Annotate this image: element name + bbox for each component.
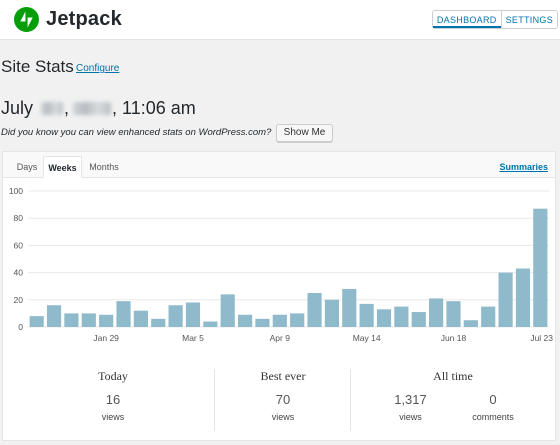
chart-bar[interactable] (255, 318, 270, 327)
x-tick-label: Jan 29 (93, 333, 119, 343)
redacted-year (73, 102, 112, 115)
chart-bar[interactable] (533, 208, 548, 327)
jetpack-bolt-icon (14, 7, 39, 32)
chart-bar[interactable] (290, 313, 305, 327)
chart-bar[interactable] (64, 313, 79, 327)
configure-link[interactable]: Configure (76, 63, 120, 74)
stat-alltime-views-value: 1,317 (394, 392, 427, 407)
stat-today-unit: views (101, 412, 125, 422)
y-tick-label: 80 (14, 213, 24, 223)
stat-alltime-comments-value: 0 (489, 392, 497, 407)
y-tick-label: 40 (14, 268, 24, 278)
period-tabs: Days Weeks Months Summaries (3, 152, 555, 178)
stat-best: Best ever 70 views (233, 369, 333, 422)
chart-bar[interactable] (376, 309, 392, 327)
chart-bar[interactable] (168, 305, 183, 327)
page-title: Site Stats (1, 57, 74, 76)
stat-alltime-comments: 0 comments (463, 392, 523, 422)
stat-alltime-title: All time (433, 369, 473, 383)
chart-bar[interactable] (238, 314, 253, 327)
date-sep: , (64, 98, 70, 118)
tab-months[interactable]: Months (89, 162, 119, 172)
chart-bar[interactable] (220, 294, 235, 327)
chart-bar[interactable] (29, 316, 44, 327)
chart-bar[interactable] (481, 306, 496, 327)
date-time: , 11:06 am (112, 98, 196, 118)
chart-bar[interactable] (133, 310, 148, 327)
chart-bar[interactable] (272, 314, 287, 327)
chart-bar[interactable] (46, 305, 62, 327)
chart-bar[interactable] (446, 301, 461, 327)
top-nav: DASHBOARD SETTINGS (431, 10, 558, 29)
enhanced-stats-hint: Did you know you can view enhanced stats… (1, 127, 272, 138)
stat-today: Today 16 views (63, 369, 163, 422)
chart-bar[interactable] (324, 299, 339, 327)
y-tick-label: 100 (9, 186, 23, 196)
x-tick-label: Mar 5 (182, 333, 204, 343)
chart-bar[interactable] (429, 298, 444, 327)
stat-best-value: 70 (275, 392, 291, 407)
stat-today-title: Today (98, 369, 128, 383)
chart-bar[interactable] (203, 321, 218, 327)
summaries-link[interactable]: Summaries (499, 162, 548, 172)
stat-alltime-comments-unit: comments (472, 412, 514, 422)
chart-bar[interactable] (151, 318, 166, 327)
chart-bar[interactable] (515, 268, 531, 327)
chart-bar[interactable] (359, 303, 374, 327)
nav-dashboard[interactable]: DASHBOARD (433, 11, 501, 28)
chart-bar[interactable] (463, 320, 478, 327)
y-tick-label: 60 (14, 240, 24, 250)
date-month: July (1, 98, 34, 118)
weekly-views-chart: 0 20 40 60 80 100 Jan 29 Mar 5 Apr 9 May 14 Jun 18… (9, 186, 553, 343)
stat-best-title: Best ever (260, 369, 306, 383)
chart-bar[interactable] (342, 288, 357, 327)
x-tick-label: Jul 23 (530, 333, 553, 343)
x-tick-label: May 14 (353, 333, 381, 343)
top-bar: Jetpack DASHBOARD SETTINGS (0, 0, 560, 40)
chart-bar[interactable] (81, 313, 96, 327)
stat-today-value: 16 (105, 392, 121, 407)
stat-best-unit: views (271, 412, 295, 422)
x-tick-label: Apr 9 (270, 333, 291, 343)
x-tick-label: Jun 18 (441, 333, 467, 343)
nav-settings[interactable]: SETTINGS (500, 11, 557, 28)
y-tick-label: 20 (14, 295, 24, 305)
chart-bar[interactable] (411, 312, 426, 327)
chart-bar[interactable] (116, 301, 131, 327)
tab-days[interactable]: Days (16, 162, 38, 172)
stat-alltime-views: 1,317 views (383, 392, 438, 422)
show-me-button[interactable]: Show Me (276, 124, 333, 142)
chart-bar[interactable] (394, 306, 409, 327)
stat-alltime-views-unit: views (399, 412, 422, 422)
logo-text: Jetpack (46, 8, 122, 30)
y-tick-label: 0 (18, 322, 23, 332)
chart-bar[interactable] (498, 272, 513, 327)
jetpack-logo[interactable]: Jetpack (14, 7, 122, 32)
chart-bar[interactable] (307, 293, 322, 327)
stat-divider (350, 369, 351, 431)
stats-panel: Days Weeks Months Summaries 0 20 40 60 80 100… (2, 151, 556, 441)
stat-alltime: All time 1,317 views 0 comments (383, 369, 523, 422)
tab-weeks[interactable]: Weeks (43, 156, 82, 178)
chart-bar[interactable] (185, 302, 201, 327)
stat-divider (214, 369, 215, 431)
chart-bar[interactable] (99, 314, 114, 327)
redacted-day (41, 102, 64, 115)
date-heading: July , , 11:06 am (1, 98, 196, 119)
